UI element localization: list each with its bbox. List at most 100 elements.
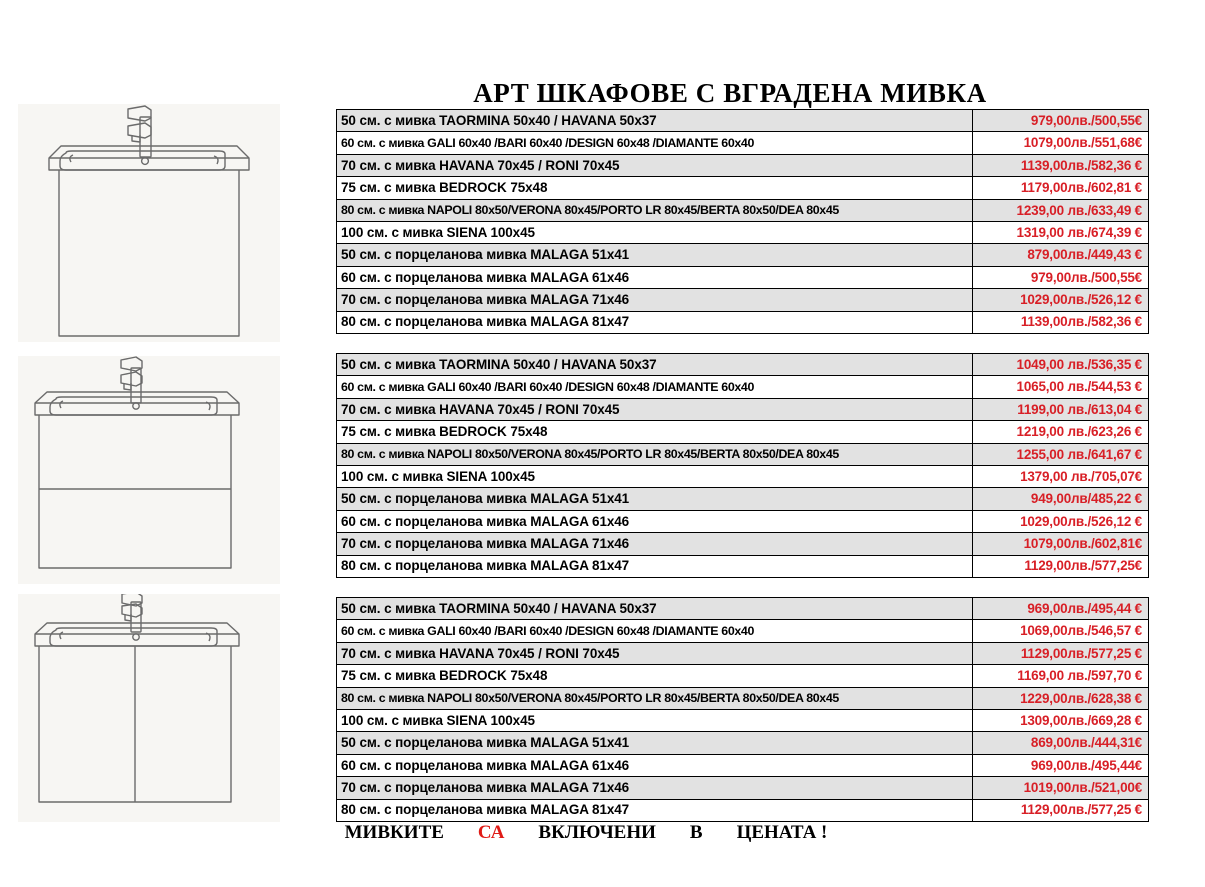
product-description-cell: 60 см. с порцеланова мивка MALAGA 61x46: [336, 265, 973, 290]
product-price-cell: 1139,00лв./582,36 €: [972, 310, 1149, 334]
table-row: 80 см. с мивка NAPOLI 80x50/VERONA 80x45…: [336, 686, 1149, 710]
product-description-cell: 80 см. с порцеланова мивка MALAGA 81x47: [336, 798, 973, 822]
product-description-cell: 60 см. с мивка GALI 60x40 /BARI 60x40 /D…: [336, 619, 973, 643]
table-row: 70 см. с мивка HAVANA 70x45 / RONI 70x45…: [336, 641, 1149, 666]
table-row: 50 см. с порцеланова мивка MALAGA 51x41 8…: [336, 731, 1149, 755]
product-description-cell: 60 см. с порцеланова мивка MALAGA 61x46: [336, 509, 973, 534]
product-description-cell: 60 см. с мивка GALI 60x40 /BARI 60x40 /D…: [336, 131, 973, 155]
table-row: 50 см. с мивка TAORMINA 50x40 / HAVANA 5…: [336, 108, 1149, 133]
product-price-cell: 1129,00лв./577,25 €: [972, 641, 1149, 666]
table-row: 60 см. с мивка GALI 60x40 /BARI 60x40 /D…: [336, 619, 1149, 643]
product-price-cell: 1179,00лв./602,81 €: [972, 176, 1149, 200]
product-description-cell: 60 см. с порцеланова мивка MALAGA 61x46: [336, 753, 973, 778]
footer-word-4: В: [689, 822, 703, 843]
product-price-cell: 1065,00 лв./544,53 €: [972, 375, 1149, 399]
price-table-body: 50 см. с мивка TAORMINA 50x40 / HAVANA 5…: [336, 596, 1149, 822]
table-row: 75 см. с мивка BEDROCK 75x48 1169,00 лв./…: [336, 664, 1149, 688]
product-price-cell: 879,00лв./449,43 €: [972, 243, 1149, 267]
table-row: 80 см. с мивка NAPOLI 80x50/VERONA 80x45…: [336, 198, 1149, 222]
table-row: 50 см. с порцеланова мивка MALAGA 51x41 9…: [336, 487, 1149, 511]
price-table-body: 50 см. с мивка TAORMINA 50x40 / HAVANA 5…: [336, 108, 1149, 334]
product-price-cell: 1129,00лв./577,25€: [972, 554, 1149, 578]
table-row: 60 см. с мивка GALI 60x40 /BARI 60x40 /D…: [336, 131, 1149, 155]
price-table-body: 50 см. с мивка TAORMINA 50x40 / HAVANA 5…: [336, 352, 1149, 578]
product-description-cell: 50 см. с порцеланова мивка MALAGA 51x41: [336, 243, 973, 267]
product-description-cell: 70 см. с мивка HAVANA 70x45 / RONI 70x45: [336, 397, 973, 422]
product-description-cell: 80 см. с порцеланова мивка MALAGA 81x47: [336, 310, 973, 334]
product-price-cell: 1049,00 лв./536,35 €: [972, 352, 1149, 377]
product-description-cell: 100 см. с мивка SIENA 100x45: [336, 464, 973, 489]
product-price-cell: 1029,00лв./526,12 €: [972, 288, 1149, 312]
product-description-cell: 60 см. с мивка GALI 60x40 /BARI 60x40 /D…: [336, 375, 973, 399]
footer-word-5: ЦЕНАТА !: [736, 822, 828, 843]
product-description-cell: 70 см. с порцеланова мивка MALAGA 71x46: [336, 532, 973, 556]
footer-word-1: МИВКИТЕ: [344, 822, 444, 843]
product-illustration-column: [18, 104, 280, 824]
product-description-cell: 50 см. с мивка TAORMINA 50x40 / HAVANA 5…: [336, 596, 973, 621]
table-row: 60 см. с мивка GALI 60x40 /BARI 60x40 /D…: [336, 375, 1149, 399]
product-price-cell: 979,00лв./500,55€: [972, 108, 1149, 133]
table-row: 60 см. с порцеланова мивка MALAGA 61x46 9…: [336, 753, 1149, 778]
product-description-cell: 80 см. с мивка NAPOLI 80x50/VERONA 80x45…: [336, 198, 973, 222]
product-price-cell: 949,00лв/485,22 €: [972, 487, 1149, 511]
table-row: 70 см. с порцеланова мивка MALAGA 71x46 1…: [336, 532, 1149, 556]
vanity-open-base-icon: [48, 105, 250, 337]
table-row: 60 см. с порцеланова мивка MALAGA 61x46 1…: [336, 509, 1149, 534]
product-price-cell: 1229,00лв./628,38 €: [972, 686, 1149, 710]
product-price-cell: 1079,00лв./602,81€: [972, 532, 1149, 556]
product-price-cell: 1219,00 лв./623,26 €: [972, 420, 1149, 444]
vanity-two-drawer-with-sink-illustration: [18, 356, 280, 584]
product-description-cell: 50 см. с порцеланова мивка MALAGA 51x41: [336, 731, 973, 755]
product-description-cell: 100 см. с мивка SIENA 100x45: [336, 220, 973, 245]
table-row: 80 см. с порцеланова мивка MALAGA 81x47 1…: [336, 310, 1149, 334]
table-row: 60 см. с порцеланова мивка MALAGA 61x46 9…: [336, 265, 1149, 290]
product-description-cell: 80 см. с мивка NAPOLI 80x50/VERONA 80x45…: [336, 442, 973, 466]
table-row: 50 см. с мивка TAORMINA 50x40 / HAVANA 5…: [336, 352, 1149, 377]
product-price-cell: 1139,00лв./582,36 €: [972, 153, 1149, 178]
table-row: 75 см. с мивка BEDROCK 75x48 1179,00лв./6…: [336, 176, 1149, 200]
product-price-cell: 1239,00 лв./633,49 €: [972, 198, 1149, 222]
footer-word-3: ВКЛЮЧЕНИ: [538, 822, 656, 843]
product-description-cell: 70 см. с мивка HAVANA 70x45 / RONI 70x45: [336, 153, 973, 178]
product-description-cell: 70 см. с порцеланова мивка MALAGA 71x46: [336, 288, 973, 312]
price-table-two-drawer: 50 см. с мивка TAORMINA 50x40 / HAVANA 5…: [336, 352, 1149, 578]
vanity-two-drawer-icon: [34, 356, 240, 569]
product-description-cell: 75 см. с мивка BEDROCK 75x48: [336, 176, 973, 200]
product-price-cell: 1069,00лв./546,57 €: [972, 619, 1149, 643]
page-title: АРТ ШКАФОВЕ С ВГРАДЕНА МИВКА: [473, 78, 987, 108]
table-row: 100 см. с мивка SIENA 100x45 1379,00 лв./…: [336, 464, 1149, 489]
product-price-cell: 1255,00 лв./641,67 €: [972, 442, 1149, 466]
product-description-cell: 50 см. с мивка TAORMINA 50x40 / HAVANA 5…: [336, 108, 973, 133]
vanity-two-door-icon: [34, 594, 240, 803]
table-row: 70 см. с мивка HAVANA 70x45 / RONI 70x45…: [336, 153, 1149, 178]
product-description-cell: 70 см. с порцеланова мивка MALAGA 71x46: [336, 776, 973, 800]
product-price-cell: 1169,00 лв./597,70 €: [972, 664, 1149, 688]
vanity-open-base-with-sink-illustration: [18, 104, 280, 342]
table-row: 80 см. с мивка NAPOLI 80x50/VERONA 80x45…: [336, 442, 1149, 466]
product-description-cell: 80 см. с мивка NAPOLI 80x50/VERONA 80x45…: [336, 686, 973, 710]
vanity-two-door-with-sink-illustration: [18, 594, 280, 822]
table-row: 80 см. с порцеланова мивка MALAGA 81x47 1…: [336, 798, 1149, 822]
product-price-cell: 869,00лв./444,31€: [972, 731, 1149, 755]
product-price-cell: 1129,00лв./577,25 €: [972, 798, 1149, 822]
table-row: 70 см. с порцеланова мивка MALAGA 71x46 1…: [336, 776, 1149, 800]
product-price-cell: 969,00лв./495,44 €: [972, 596, 1149, 621]
table-row: 80 см. с порцеланова мивка MALAGA 81x47 1…: [336, 554, 1149, 578]
table-row: 100 см. с мивка SIENA 100x45 1319,00 лв./…: [336, 220, 1149, 245]
table-row: 70 см. с мивка HAVANA 70x45 / RONI 70x45…: [336, 397, 1149, 422]
product-description-cell: 75 см. с мивка BEDROCK 75x48: [336, 664, 973, 688]
product-description-cell: 50 см. с порцеланова мивка MALAGA 51x41: [336, 487, 973, 511]
sinks-included-note: МИВКИТЕ СА ВКЛЮЧЕНИ В ЦЕНАТА !: [276, 822, 896, 844]
product-description-cell: 75 см. с мивка BEDROCK 75x48: [336, 420, 973, 444]
product-price-cell: 1029,00лв./526,12 €: [972, 509, 1149, 534]
table-row: 100 см. с мивка SIENA 100x45 1309,00лв./6…: [336, 708, 1149, 733]
price-table-two-door: 50 см. с мивка TAORMINA 50x40 / HAVANA 5…: [336, 596, 1149, 822]
table-row: 70 см. с порцеланова мивка MALAGA 71x46 1…: [336, 288, 1149, 312]
product-price-cell: 1199,00 лв./613,04 €: [972, 397, 1149, 422]
table-row: 50 см. с порцеланова мивка MALAGA 51x41 8…: [336, 243, 1149, 267]
product-price-cell: 1309,00лв./669,28 €: [972, 708, 1149, 733]
product-price-cell: 1379,00 лв./705,07€: [972, 464, 1149, 489]
product-description-cell: 70 см. с мивка HAVANA 70x45 / RONI 70x45: [336, 641, 973, 666]
product-description-cell: 50 см. с мивка TAORMINA 50x40 / HAVANA 5…: [336, 352, 973, 377]
product-price-cell: 1319,00 лв./674,39 €: [972, 220, 1149, 245]
